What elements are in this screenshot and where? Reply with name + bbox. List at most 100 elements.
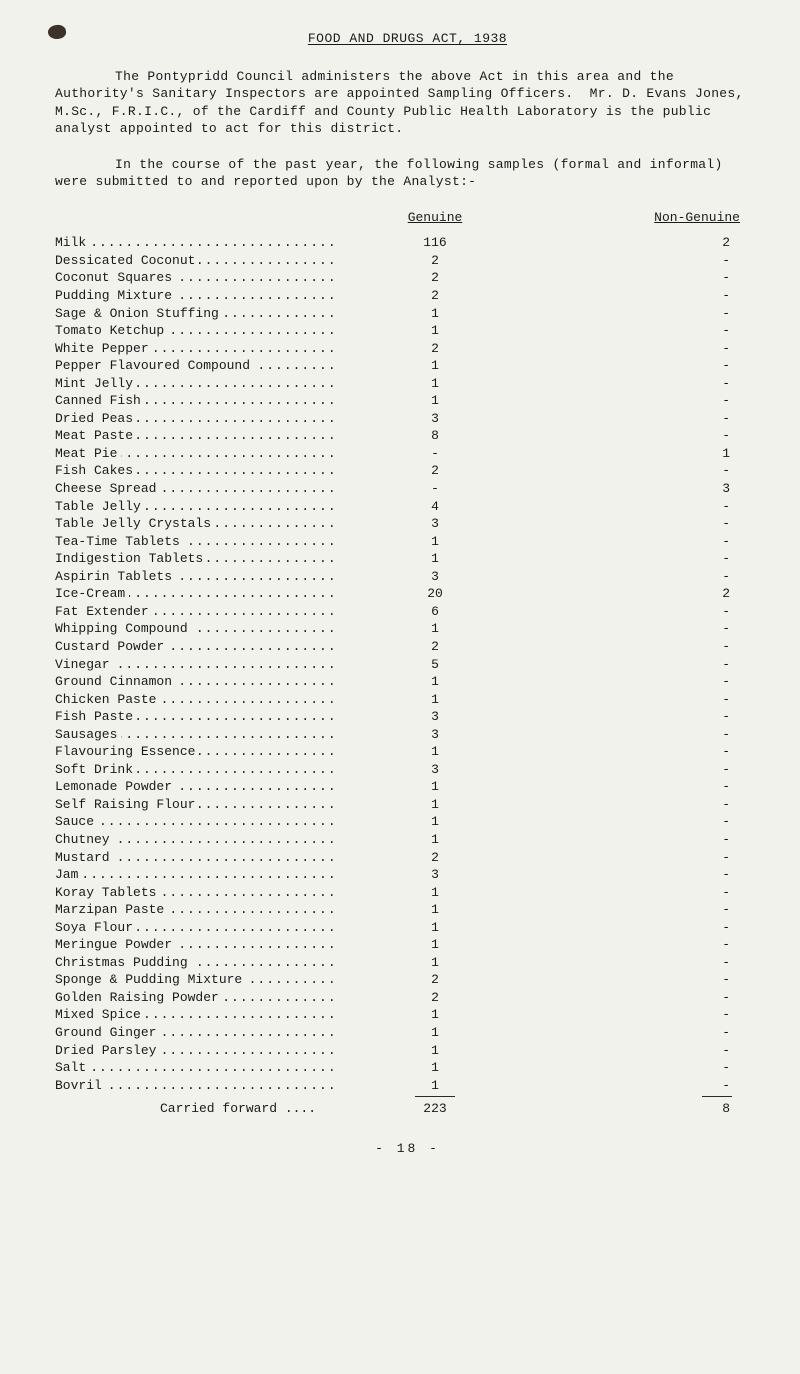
row-non-genuine: 2: [535, 234, 760, 252]
row-label: Whipping Compound: [55, 620, 335, 638]
header-non-genuine: Non-Genuine: [535, 209, 760, 227]
row-non-genuine: -: [535, 656, 760, 674]
row-genuine: 1: [335, 1042, 535, 1060]
row-genuine: 2: [335, 462, 535, 480]
row-label: Marzipan Paste: [55, 901, 335, 919]
row-label: Pudding Mixture: [55, 287, 335, 305]
row-label: Fat Extender: [55, 603, 335, 621]
table-row: Custard Powder 2-: [55, 638, 760, 656]
row-label: Sauce: [55, 813, 335, 831]
samples-table: Genuine Non-Genuine Milk 1162Dessicated …: [55, 209, 760, 1118]
table-row: Bovril 1-: [55, 1077, 760, 1095]
row-label: Golden Raising Powder: [55, 989, 335, 1007]
row-non-genuine: -: [535, 1006, 760, 1024]
row-non-genuine: -: [535, 269, 760, 287]
row-label: Pepper Flavoured Compound: [55, 357, 335, 375]
row-genuine: 2: [335, 989, 535, 1007]
row-label: Salt: [55, 1059, 335, 1077]
page-number: - 18 -: [55, 1140, 760, 1158]
table-row: Koray Tablets 1-: [55, 884, 760, 902]
row-genuine: 2: [335, 971, 535, 989]
row-genuine: 1: [335, 620, 535, 638]
row-label: Ground Ginger: [55, 1024, 335, 1042]
row-non-genuine: -: [535, 726, 760, 744]
row-label: Soya Flour: [55, 919, 335, 937]
table-row: Ground Ginger 1-: [55, 1024, 760, 1042]
row-label: Tea-Time Tablets: [55, 533, 335, 551]
row-genuine: 1: [335, 305, 535, 323]
row-genuine: 3: [335, 866, 535, 884]
header-blank: [55, 209, 335, 227]
row-non-genuine: -: [535, 322, 760, 340]
row-genuine: 2: [335, 252, 535, 270]
row-non-genuine: -: [535, 287, 760, 305]
row-non-genuine: -: [535, 357, 760, 375]
row-label: Bovril: [55, 1077, 335, 1095]
row-label: Coconut Squares: [55, 269, 335, 287]
table-row: Pudding Mixture 2-: [55, 287, 760, 305]
row-non-genuine: -: [535, 638, 760, 656]
row-label: Lemonade Powder: [55, 778, 335, 796]
carried-forward-label: Carried forward ....: [55, 1100, 335, 1118]
row-genuine: 1: [335, 936, 535, 954]
row-genuine: 5: [335, 656, 535, 674]
table-row: Indigestion Tablets 1-: [55, 550, 760, 568]
row-genuine: 1: [335, 919, 535, 937]
row-genuine: 3: [335, 726, 535, 744]
row-genuine: 1: [335, 954, 535, 972]
row-label: Aspirin Tablets: [55, 568, 335, 586]
row-non-genuine: -: [535, 427, 760, 445]
carried-forward-genuine: 223: [335, 1100, 535, 1118]
row-genuine: 3: [335, 410, 535, 428]
row-genuine: 1: [335, 673, 535, 691]
row-genuine: 1: [335, 831, 535, 849]
row-genuine: 1: [335, 901, 535, 919]
row-label: Milk: [55, 234, 335, 252]
table-row: Milk 1162: [55, 234, 760, 252]
row-non-genuine: -: [535, 936, 760, 954]
table-row: Marzipan Paste 1-: [55, 901, 760, 919]
table-row: Ice-Cream 202: [55, 585, 760, 603]
table-row: Chicken Paste 1-: [55, 691, 760, 709]
row-genuine: -: [335, 445, 535, 463]
row-label: Mixed Spice: [55, 1006, 335, 1024]
table-row: Jam 3-: [55, 866, 760, 884]
row-genuine: 1: [335, 743, 535, 761]
table-row: Aspirin Tablets 3-: [55, 568, 760, 586]
row-non-genuine: -: [535, 919, 760, 937]
row-label: Ground Cinnamon: [55, 673, 335, 691]
row-non-genuine: 2: [535, 585, 760, 603]
table-row: Pepper Flavoured Compound 1-: [55, 357, 760, 375]
row-non-genuine: -: [535, 796, 760, 814]
row-label: Meringue Powder: [55, 936, 335, 954]
row-non-genuine: -: [535, 533, 760, 551]
table-row: Fat Extender 6-: [55, 603, 760, 621]
row-genuine: 1: [335, 691, 535, 709]
table-row: Table Jelly Crystals 3-: [55, 515, 760, 533]
row-genuine: 1: [335, 778, 535, 796]
row-label: Self Raising Flour: [55, 796, 335, 814]
table-row: Ground Cinnamon 1-: [55, 673, 760, 691]
table-row: Christmas Pudding 1-: [55, 954, 760, 972]
row-non-genuine: -: [535, 866, 760, 884]
row-label: Flavouring Essence: [55, 743, 335, 761]
table-row: Dried Peas 3-: [55, 410, 760, 428]
row-label: Table Jelly: [55, 498, 335, 516]
row-non-genuine: -: [535, 884, 760, 902]
row-non-genuine: -: [535, 392, 760, 410]
row-label: Koray Tablets: [55, 884, 335, 902]
row-genuine: 1: [335, 1006, 535, 1024]
table-row: Fish Paste 3-: [55, 708, 760, 726]
row-label: Soft Drink: [55, 761, 335, 779]
table-row: Tomato Ketchup 1-: [55, 322, 760, 340]
table-row: Mint Jelly 1-: [55, 375, 760, 393]
table-row: Sponge & Pudding Mixture 2-: [55, 971, 760, 989]
row-genuine: 1: [335, 375, 535, 393]
row-genuine: 20: [335, 585, 535, 603]
row-non-genuine: -: [535, 1042, 760, 1060]
row-non-genuine: 1: [535, 445, 760, 463]
row-label: Meat Paste: [55, 427, 335, 445]
row-genuine: 3: [335, 761, 535, 779]
row-label: Sage & Onion Stuffing: [55, 305, 335, 323]
row-non-genuine: -: [535, 1059, 760, 1077]
